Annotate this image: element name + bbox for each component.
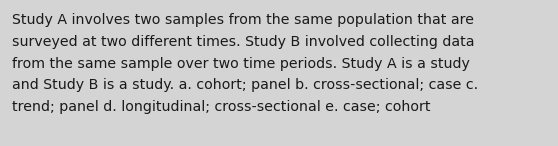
Text: from the same sample over two time periods. Study A is a study: from the same sample over two time perio… <box>12 57 470 71</box>
Text: trend; panel d. longitudinal; cross-sectional e. case; cohort: trend; panel d. longitudinal; cross-sect… <box>12 100 431 114</box>
Text: Study A involves two samples from the same population that are: Study A involves two samples from the sa… <box>12 13 474 27</box>
Text: and Study B is a study. a. cohort; panel b. cross-sectional; case c.: and Study B is a study. a. cohort; panel… <box>12 78 478 92</box>
Text: surveyed at two different times. Study B involved collecting data: surveyed at two different times. Study B… <box>12 35 474 49</box>
